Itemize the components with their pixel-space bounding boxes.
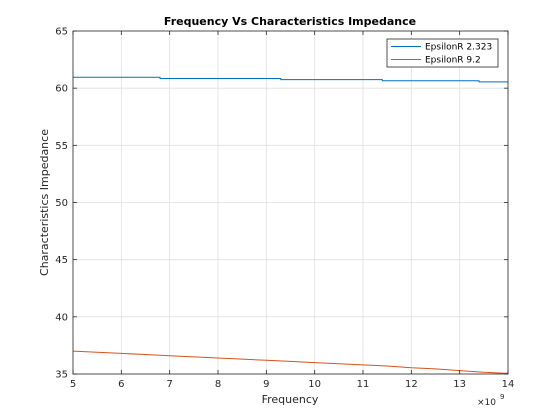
y-tick-labels: 35 40 45 50 55 60 65 [55, 27, 68, 381]
series-layer [72, 76, 509, 374]
x-tick-labels: 5 6 7 8 9 10 11 12 13 14 [70, 379, 515, 390]
x-tick-label: 14 [502, 379, 515, 390]
y-tick-label: 35 [55, 370, 68, 381]
x-tick-label: 10 [308, 379, 321, 390]
x-tick-label: 6 [118, 379, 124, 390]
chart-title: Frequency Vs Characteristics Impedance [164, 15, 416, 28]
x-tick-label: 11 [357, 379, 370, 390]
x-tick-label: 9 [263, 379, 269, 390]
y-tick-label: 40 [55, 312, 68, 323]
series-line-0 [73, 76, 508, 83]
x-multiplier-label: ×10 [477, 398, 496, 408]
legend-label-epsilonr-2323: EpsilonR 2.323 [425, 43, 492, 53]
y-tick-label: 55 [55, 141, 68, 152]
legend-box [386, 38, 499, 68]
y-tick-label: 45 [55, 255, 68, 266]
y-tick-label: 65 [55, 27, 68, 38]
x-tick-label: 5 [70, 379, 76, 390]
y-tick-label: 50 [55, 198, 68, 209]
x-tick-label: 12 [405, 379, 418, 390]
y-tick-label: 60 [55, 84, 68, 95]
y-axis-label: Characteristics Impedance [38, 129, 51, 276]
x-tick-label: 7 [166, 379, 172, 390]
x-tick-label: 13 [453, 379, 466, 390]
legend-label-epsilonr-92: EpsilonR 9.2 [425, 56, 481, 66]
x-axis-label: Frequency [262, 393, 319, 406]
x-multiplier-exponent: 9 [500, 393, 504, 401]
x-tick-label: 8 [215, 379, 221, 390]
axis-ticks [72, 30, 509, 375]
series-line-1 [72, 350, 509, 374]
legend: EpsilonR 2.323 EpsilonR 9.2 [386, 38, 499, 68]
